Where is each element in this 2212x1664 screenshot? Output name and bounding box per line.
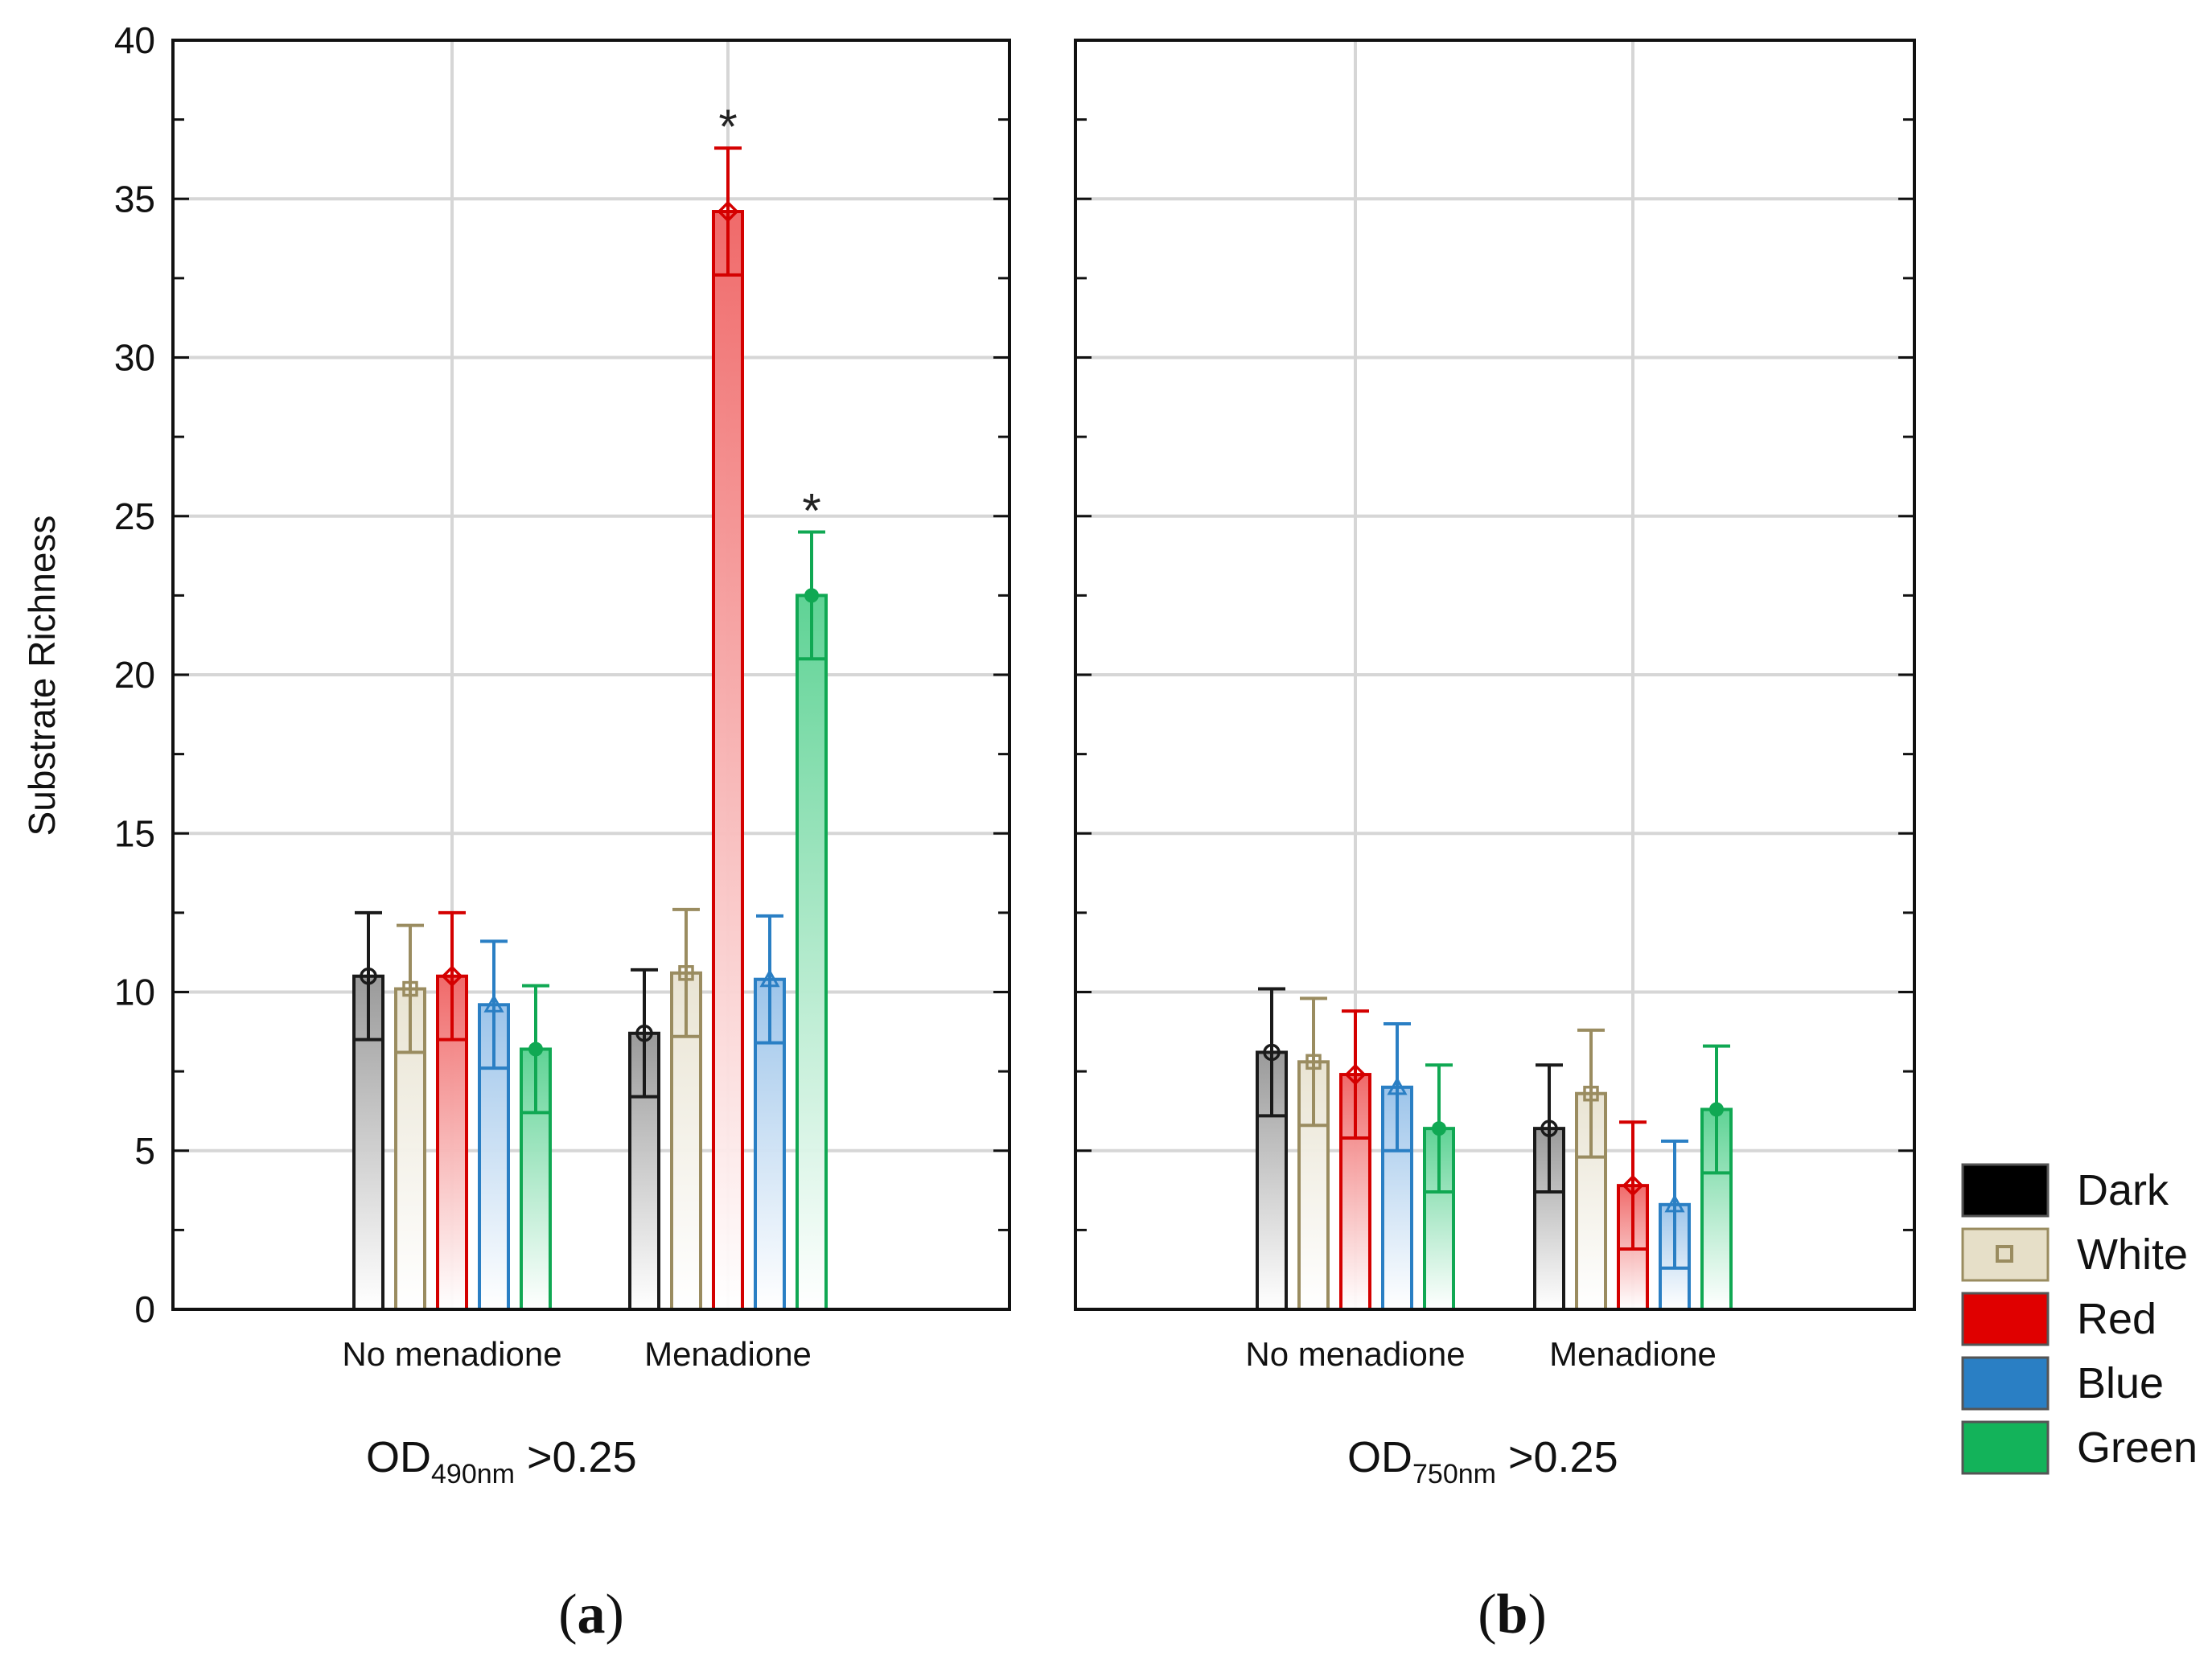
panel-a: 0 5 10 15 20 25 30 35 40 No menadione Menadione * * S…	[21, 19, 1011, 1646]
y-axis-label: Substrate Richness	[21, 516, 63, 836]
x-axis-label-rest: >0.25	[515, 1433, 637, 1481]
legend-swatch-white	[1961, 1227, 2050, 1282]
mean-marker-triangle	[1387, 1076, 1408, 1095]
x-axis-label-main: OD	[366, 1433, 431, 1481]
legend-label-green: Green	[2077, 1424, 2198, 1472]
plot-frame	[1074, 39, 1916, 1311]
y-tick-label: 20	[114, 654, 155, 696]
significance-asterisk: *	[802, 483, 820, 537]
bar-green	[796, 594, 828, 1311]
panel-label: (b)	[1478, 1584, 1547, 1646]
mean-marker-dot	[528, 1042, 543, 1057]
mean-marker-square	[1305, 1054, 1322, 1070]
mean-marker-triangle	[483, 994, 504, 1013]
y-tick-label: 15	[114, 812, 155, 854]
legend-label-white: White	[2077, 1231, 2188, 1279]
mean-marker-circle	[1540, 1120, 1558, 1137]
mean-marker-square	[678, 965, 694, 981]
legend-marker-square	[1996, 1245, 2013, 1263]
legend-swatch-blue	[1961, 1356, 2050, 1411]
y-tick-label: 0	[134, 1288, 155, 1330]
y-tick-label: 30	[114, 337, 155, 379]
mean-marker-circle	[360, 968, 377, 985]
y-tick-label: 25	[114, 495, 155, 537]
panel-b: No menadione Menadione OD750nm >0.25 (b)	[1074, 39, 1916, 1646]
x-axis-label-main: OD	[1347, 1433, 1412, 1481]
x-category-label: No menadione	[342, 1335, 561, 1373]
legend-swatch-red	[1961, 1292, 2050, 1346]
mean-marker-triangle	[759, 968, 780, 988]
x-axis-label-sub: 490nm	[431, 1459, 515, 1489]
mean-marker-dot	[1709, 1102, 1724, 1117]
y-tick-label: 5	[134, 1130, 155, 1172]
mean-marker-circle	[1263, 1043, 1281, 1062]
panel-label-close: )	[1527, 1584, 1546, 1646]
mean-marker-diamond	[1622, 1174, 1644, 1197]
y-tick-label: 40	[114, 19, 155, 61]
panel-label-open: (	[1478, 1584, 1496, 1646]
y-tick-label: 35	[114, 178, 155, 220]
mean-marker-dot	[804, 588, 819, 603]
mean-marker-triangle	[1664, 1194, 1685, 1213]
legend-label-dark: Dark	[2077, 1166, 2169, 1214]
legend-label-blue: Blue	[2077, 1359, 2164, 1407]
mean-marker-circle	[635, 1025, 653, 1042]
y-tick-label: 10	[114, 972, 155, 1013]
legend: Dark White Red Blue Green	[1961, 1163, 2198, 1475]
mean-marker-diamond	[441, 965, 463, 988]
mean-marker-diamond	[717, 200, 739, 223]
x-axis-label-rest: >0.25	[1496, 1433, 1618, 1481]
x-axis-label: OD490nm >0.25	[366, 1433, 637, 1489]
x-axis-label-sub: 750nm	[1412, 1459, 1496, 1489]
mean-marker-square	[1583, 1085, 1599, 1102]
legend-label-red: Red	[2077, 1295, 2156, 1343]
legend-swatch-dark	[1961, 1163, 2050, 1218]
legend-swatch-green	[1961, 1420, 2050, 1475]
x-category-label: No menadione	[1245, 1335, 1465, 1373]
panel-label-letter: a	[578, 1584, 606, 1646]
significance-asterisk: *	[718, 100, 737, 154]
mean-marker-square	[402, 980, 418, 997]
plot-frame	[171, 39, 1011, 1311]
mean-marker-diamond	[1344, 1063, 1367, 1086]
x-axis-label: OD750nm >0.25	[1347, 1433, 1618, 1489]
bar-red	[712, 210, 744, 1311]
panel-label-letter: b	[1497, 1584, 1528, 1646]
mean-marker-dot	[1432, 1121, 1446, 1136]
panel-label-open: (	[558, 1584, 577, 1646]
panel-label-close: )	[606, 1584, 624, 1646]
panel-label: (a)	[558, 1584, 624, 1646]
x-category-label: Menadione	[644, 1335, 812, 1373]
x-category-label: Menadione	[1549, 1335, 1717, 1373]
